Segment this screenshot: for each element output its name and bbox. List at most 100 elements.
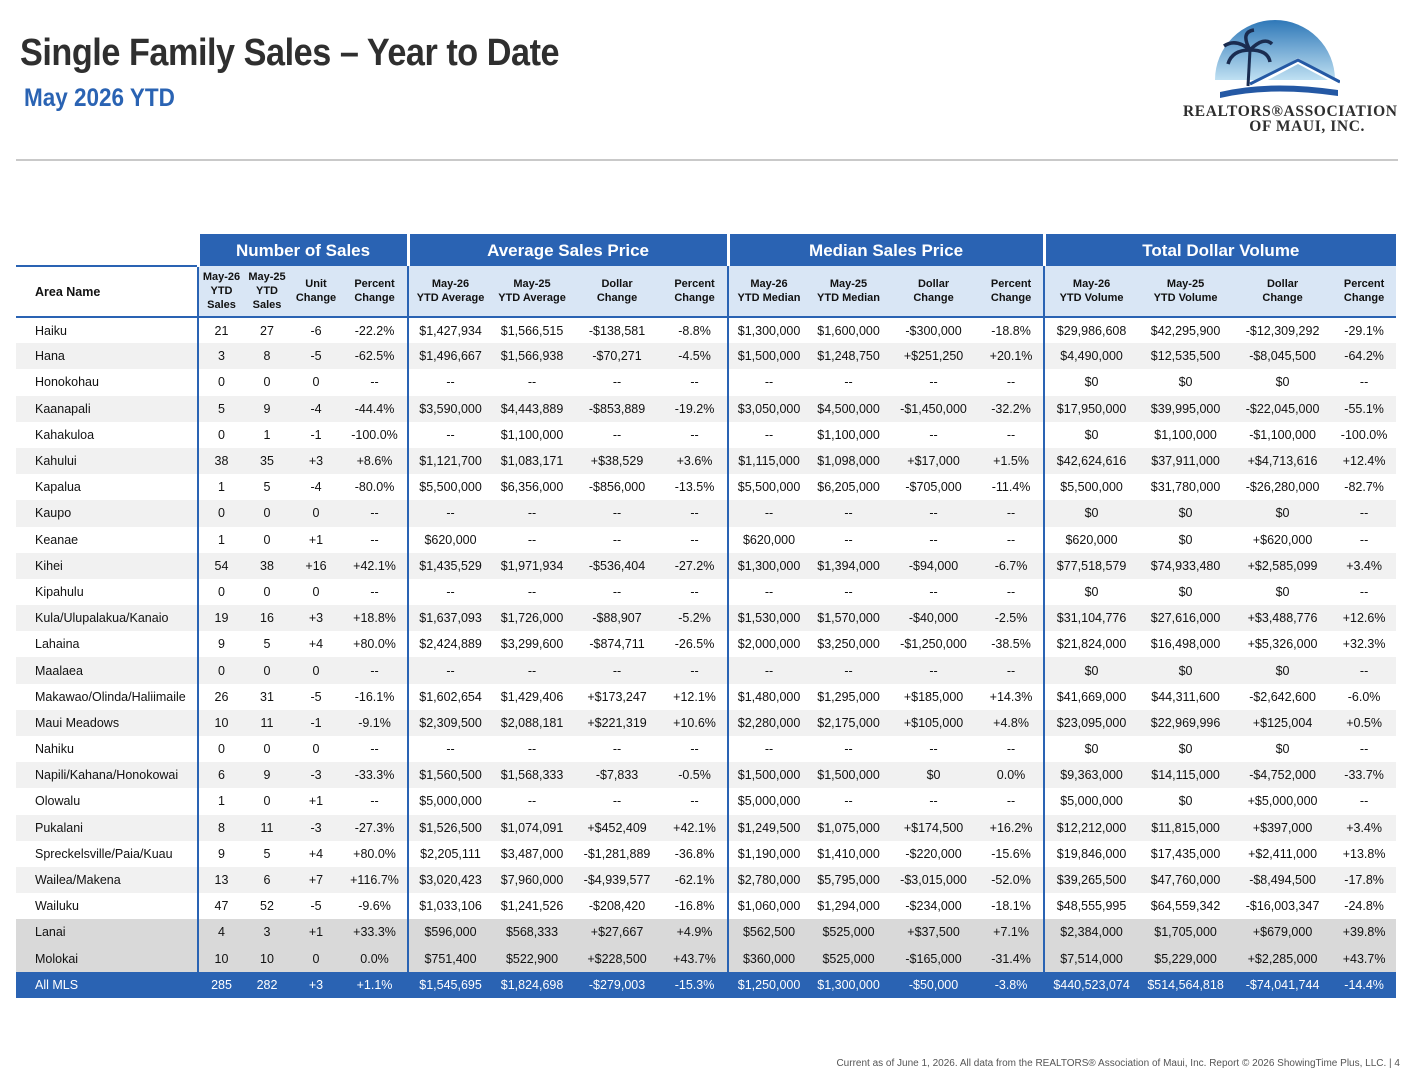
area-name-cell: Wailuku — [35, 899, 79, 914]
value-cell: $1,705,000 — [1138, 919, 1234, 946]
table-row: Napili/Kahana/Honokowai 6 9 -3 -33.3% $1,560,… — [16, 762, 1397, 789]
value-cell: -80.0% — [354, 480, 395, 495]
value-cell: -$7,833 — [572, 762, 663, 789]
value-cell: $5,795,000 — [809, 866, 889, 894]
value-cell: +1.1% — [342, 971, 409, 998]
sales-table: Number of Sales Average Sales Price Medi… — [16, 234, 1397, 998]
value-cell: 10 — [197, 709, 244, 736]
table-row: Maalaea 0 0 0 -- -- -- -- -- -- -- -- -- $0 $0 $0 -- — [16, 657, 1397, 684]
column-header-line: Percent — [1343, 278, 1385, 290]
blank-group-cell — [16, 235, 198, 267]
value-cell: -- — [844, 532, 853, 547]
value-cell: -- — [662, 500, 729, 527]
value-cell: 19 — [197, 605, 244, 632]
value-cell: 0 — [290, 500, 342, 527]
value-cell: $1,600,000 — [817, 323, 880, 338]
value-cell: 0 — [290, 657, 342, 684]
value-cell: +$397,000 — [1233, 814, 1333, 841]
value-cell: +20.1% — [979, 343, 1045, 370]
value-cell: -6.0% — [1347, 689, 1381, 704]
value-cell: $48,555,995 — [1043, 893, 1139, 920]
value-cell: -- — [1359, 532, 1369, 547]
area-name-cell: Spreckelsville/Paia/Kuau — [35, 846, 173, 861]
value-cell: -19.2% — [662, 395, 729, 422]
table-row: Kaupo 0 0 0 -- -- -- -- -- -- -- -- -- $0 $0 $0 -- — [16, 500, 1397, 527]
value-cell: $41,669,000 — [1043, 683, 1139, 710]
value-cell: -- — [929, 532, 938, 547]
table-body: Haiku 21 27 -6 -22.2% $1,427,934 $1,566,515 -$1… — [16, 317, 1397, 998]
value-cell: -$70,271 — [572, 343, 663, 370]
value-cell: $17,950,000 — [1043, 395, 1139, 422]
value-cell: -- — [342, 500, 409, 527]
column-header: Dollar Change — [1233, 266, 1333, 318]
table-row: Maui Meadows 10 11 -1 -9.1% $2,309,500 $2,088,… — [16, 709, 1397, 736]
value-cell: 0 — [197, 657, 244, 684]
value-cell: 9 — [244, 395, 290, 422]
value-cell: -$874,711 — [589, 637, 645, 652]
value-cell: -- — [690, 375, 699, 390]
column-header-line: Change — [674, 292, 715, 304]
value-cell: +$221,319 — [572, 709, 663, 736]
group-median-sales-price: Median Sales Price — [726, 234, 1045, 266]
value-cell: +3 — [290, 971, 342, 998]
value-cell: +$2,411,000 — [1248, 846, 1318, 861]
area-name-cell: Olowalu — [35, 794, 81, 809]
value-cell: -- — [612, 375, 622, 390]
value-cell: -$1,450,000 — [888, 395, 980, 422]
area-name-header: Area Name — [16, 266, 198, 318]
value-cell: $3,250,000 — [817, 637, 880, 652]
table-row: Nahiku 0 0 0 -- -- -- -- -- -- -- -- -- $0 $0 $0 -- — [16, 736, 1396, 763]
column-header-line: Change — [990, 292, 1032, 304]
value-cell: $4,490,000 — [1043, 343, 1139, 370]
value-cell: $31,780,000 — [1150, 480, 1221, 495]
value-cell: -- — [844, 794, 853, 809]
value-cell: $596,000 — [407, 919, 493, 946]
value-cell: 0 — [312, 375, 320, 390]
table-row: Kula/Ulupalakua/Kanaio 19 16 +3 +18.8% $1,637… — [16, 605, 1397, 632]
value-cell: -- — [612, 532, 622, 547]
column-header: May-26 YTD Median — [727, 266, 810, 318]
value-cell: +42.1% — [662, 814, 729, 841]
value-cell: $1,060,000 — [727, 893, 810, 920]
value-cell: -- — [1359, 584, 1369, 599]
value-cell: $620,000 — [1043, 526, 1139, 553]
value-cell: -5 — [310, 899, 322, 914]
column-header-line: YTD Volume — [1059, 292, 1124, 304]
header-divider — [16, 159, 1398, 161]
area-name-cell: Napili/Kahana/Honokowai — [16, 762, 198, 789]
value-cell: -62.5% — [342, 343, 409, 370]
page-title: Single Family Sales – Year to Date — [20, 32, 560, 74]
column-header-line: May-25 — [248, 271, 286, 283]
value-cell: +$4,713,616 — [1233, 447, 1333, 475]
value-cell: -$94,000 — [888, 552, 980, 579]
value-cell: -$705,000 — [905, 480, 962, 495]
value-cell: -$1,100,000 — [1249, 427, 1316, 442]
logo-text-line1: REALTORS®ASSOCIATION — [1183, 103, 1398, 120]
value-cell: +1 — [290, 919, 342, 946]
value-cell: 0.0% — [342, 945, 409, 972]
value-cell: -$1,250,000 — [900, 637, 967, 652]
value-cell: -17.8% — [1332, 866, 1397, 894]
value-cell: $5,000,000 — [727, 788, 810, 815]
value-cell: $1,566,938 — [492, 343, 573, 370]
value-cell: -- — [1006, 375, 1016, 390]
value-cell: +1 — [308, 794, 324, 809]
value-cell: $1,429,406 — [500, 689, 564, 704]
value-cell: -$12,309,292 — [1245, 323, 1320, 338]
value-cell: 6 — [197, 762, 244, 789]
value-cell: 0 — [244, 500, 290, 527]
value-cell: +$125,004 — [1233, 709, 1333, 736]
value-cell: $27,616,000 — [1138, 605, 1234, 632]
group-total-dollar-volume: Total Dollar Volume — [1042, 234, 1397, 266]
value-cell: 0 — [197, 578, 244, 606]
table-row: Pukalani 8 11 -3 -27.3% $1,526,500 $1,074,091 +… — [16, 814, 1397, 841]
value-cell: 10 — [244, 945, 290, 972]
value-cell: $5,000,000 — [1043, 788, 1139, 815]
value-cell: +16.2% — [979, 814, 1045, 841]
value-cell: $1,530,000 — [727, 605, 810, 632]
value-cell: -- — [407, 500, 493, 527]
column-header: May-25 YTD Median — [809, 266, 889, 318]
value-cell: $0 — [1178, 375, 1193, 390]
column-header-line: Percent — [990, 278, 1032, 290]
value-cell: -100.0% — [351, 427, 398, 442]
